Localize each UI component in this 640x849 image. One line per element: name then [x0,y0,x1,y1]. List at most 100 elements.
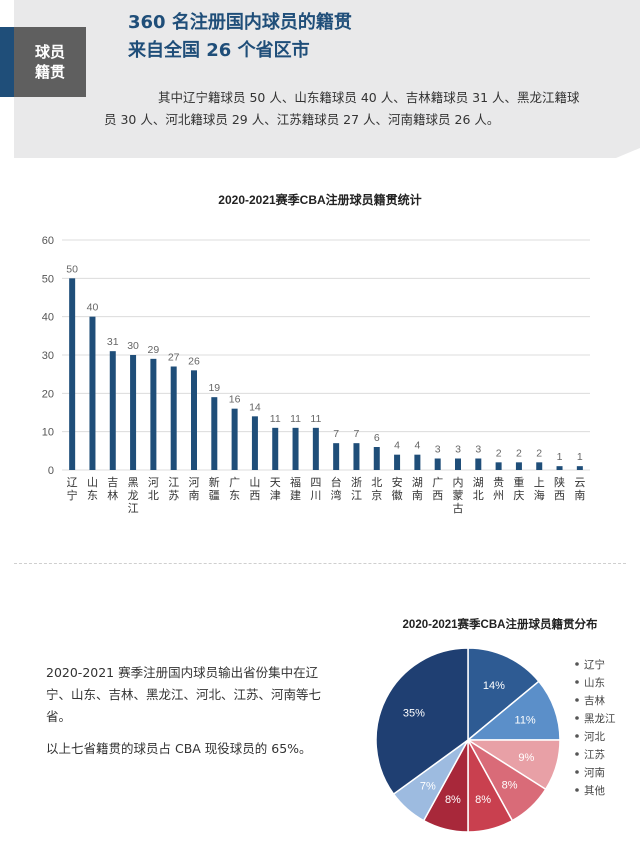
y-tick-label: 20 [42,388,54,400]
bar [414,454,421,470]
legend-label: 黑龙江 [584,712,616,725]
x-tick-label: 云南 [574,476,585,502]
bar [292,427,299,470]
x-tick-label: 黑龙江 [128,476,139,515]
bar-value-label: 40 [87,302,99,314]
x-tick-label: 湖北 [473,476,484,502]
x-tick-label: 辽宁 [67,476,78,502]
y-tick-label: 60 [42,235,54,247]
x-tick-label: 安徽 [392,475,403,502]
bar [109,351,116,470]
bar-value-label: 1 [577,451,583,463]
legend-bullet [575,716,579,720]
bar-chart: 2020-2021赛季CBA注册球员籍贯统计 0 10 20 30 40 50 60 50 4… [42,192,590,515]
bar [130,355,137,470]
bar [191,370,197,470]
page-title-line1: 360 名注册国内球员的籍贯 [128,12,352,33]
pie-value-label: 35% [403,707,425,719]
bar [272,427,279,470]
legend-bullet [575,770,579,774]
bar-value-label: 27 [168,352,180,364]
bar [353,443,360,470]
x-tick-label: 四川 [310,476,321,502]
legend-label: 江苏 [584,748,605,761]
bar [150,358,157,470]
bar-chart-title: 2020-2021赛季CBA注册球员籍贯统计 [218,192,421,207]
badge-line2: 籍贯 [34,63,65,81]
bar [536,462,543,470]
bar [312,427,319,470]
bar [515,462,522,470]
x-tick-label: 广西 [432,476,443,502]
bar-value-label: 2 [536,447,542,459]
bar-value-label: 4 [414,440,420,452]
bar-value-label: 6 [374,432,380,444]
y-tick-label: 50 [42,273,54,285]
legend-bullet [575,788,579,792]
pie-value-label: 11% [515,714,536,726]
legend-bullet [575,752,579,756]
legend-label: 其他 [584,784,605,797]
bar-value-label: 16 [229,394,241,406]
section-divider [14,563,626,564]
x-tick-label: 重庆 [513,475,524,502]
bar [69,278,76,470]
legend-label: 河南 [584,766,605,779]
pie-value-label: 7% [420,781,436,793]
pie-value-label: 14% [483,680,505,692]
pie-chart-title: 2020-2021赛季CBA注册球员籍贯分布 [403,617,598,631]
x-tick-label: 山西 [249,476,260,502]
y-tick-label: 0 [48,465,54,477]
header-corner-fold [616,148,640,158]
x-tick-label: 福建 [290,475,301,502]
bar-value-label: 11 [270,413,281,425]
badge-line1: 球员 [34,43,65,61]
bar [556,466,563,470]
bar-value-label: 19 [208,382,220,394]
legend-bullet [575,680,579,684]
bar-value-label: 29 [148,344,160,356]
pie-value-label: 9% [518,752,534,764]
summary-paragraph-2: 以上七省籍贯的球员占 CBA 现役球员的 65%。 [46,741,312,756]
bar-value-label: 3 [455,444,461,456]
bar [576,466,583,470]
bar-value-label: 3 [435,444,441,456]
summary-paragraph-1: 2020-2021 赛季注册国内球员输出省份集中在辽宁、山东、吉林、黑龙江、河北… [46,665,322,724]
x-tick-label: 北京 [371,476,382,502]
pie-value-label: 8% [502,779,518,791]
y-tick-label: 10 [42,427,54,439]
bar-value-label: 11 [310,413,321,425]
bar [333,443,340,470]
bar [495,462,502,470]
x-tick-label: 天津 [270,476,281,502]
x-tick-label: 内蒙古 [453,475,464,515]
bar-value-label: 50 [66,263,78,275]
x-tick-label: 湖南 [412,476,423,502]
header-panel [14,0,640,158]
bar [373,447,380,470]
legend-label: 山东 [584,676,605,689]
legend-label: 辽宁 [584,658,605,671]
bar [231,408,238,470]
bar [251,416,258,470]
x-tick-label: 山东 [87,476,98,502]
bar [170,366,177,470]
pie-value-label: 8% [445,794,461,806]
y-tick-label: 30 [42,350,54,362]
bar [455,458,461,470]
bar-value-label: 7 [333,428,339,440]
pie-value-label: 8% [475,794,491,806]
legend-label: 吉林 [584,694,605,707]
bar-value-label: 11 [290,413,301,425]
x-tick-label: 上海 [534,476,545,502]
accent-bar [0,27,14,97]
x-tick-label: 台湾 [331,475,342,502]
x-tick-label: 贵州 [493,476,504,502]
y-tick-label: 40 [42,312,54,324]
x-tick-label: 新疆 [209,475,220,502]
bar [394,454,401,470]
x-tick-label: 吉林 [107,476,118,502]
bar-value-label: 3 [475,444,481,456]
bar-value-label: 7 [354,428,360,440]
bar-value-label: 2 [496,447,502,459]
